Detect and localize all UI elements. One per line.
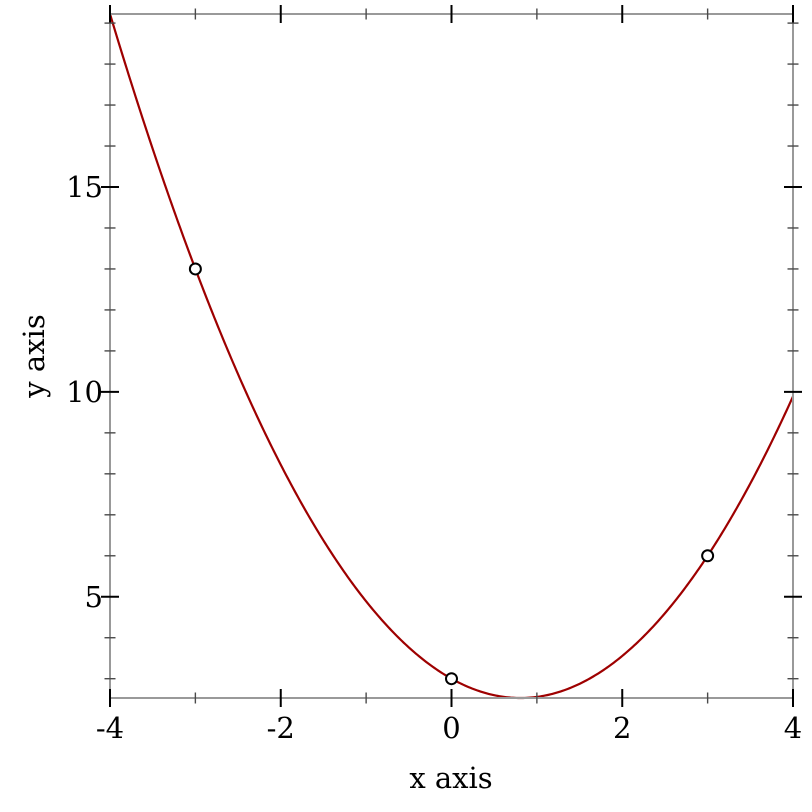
x-axis-title: x axis (409, 761, 493, 795)
x-tick-label--2: -2 (266, 711, 295, 745)
data-point-marker (701, 549, 715, 563)
data-point-marker (445, 672, 458, 686)
data-point-marker (188, 262, 202, 276)
y-tick-label-15: 15 (66, 169, 103, 204)
x-tick-label-4: 4 (783, 711, 803, 745)
plot-frame (109, 13, 794, 699)
y-tick-label-5: 5 (84, 579, 103, 614)
y-tick-label-10: 10 (66, 374, 103, 409)
x-tick-label--4: -4 (95, 711, 125, 745)
function-curve (108, 13, 795, 700)
x-tick-label-0: 0 (442, 711, 461, 745)
x-tick-label-2: 2 (613, 711, 632, 745)
